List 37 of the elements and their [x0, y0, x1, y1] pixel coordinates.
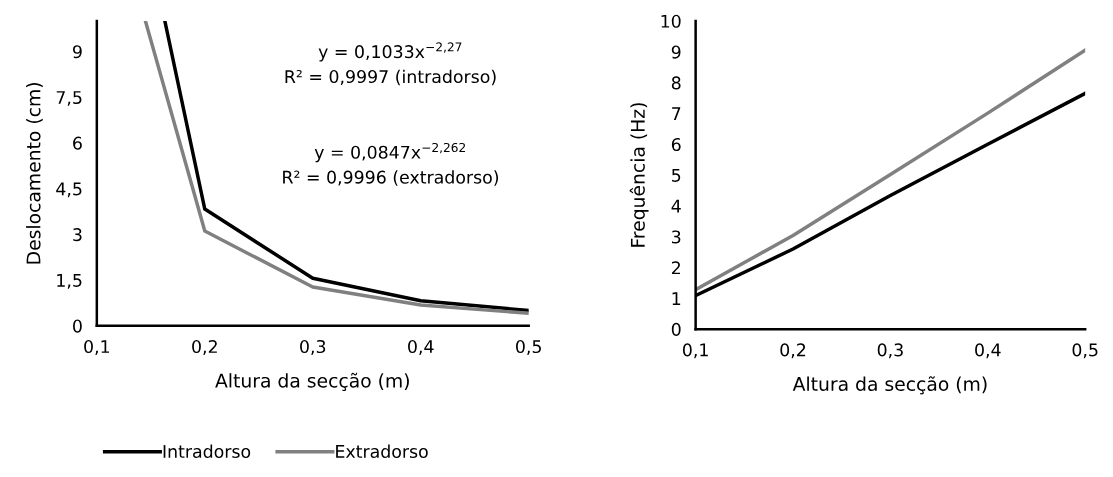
- x-tick-label: 0,1: [84, 339, 110, 355]
- y-tick-label: 1,5: [57, 274, 82, 289]
- x-tick-label: 0,3: [877, 343, 903, 359]
- x-tick-label: 0,5: [516, 339, 541, 355]
- x-axis-title: Altura da secção (m): [215, 372, 409, 392]
- y-tick-label: 7,5: [56, 91, 82, 106]
- y-tick-label: 3: [73, 228, 82, 242]
- legend-label: Extradorso: [336, 444, 428, 459]
- y-tick-label: 5: [672, 169, 681, 182]
- y-axis-title: Deslocamento (cm): [26, 83, 43, 264]
- x-tick-label: 0,1: [682, 343, 708, 359]
- y-tick-label: 9: [72, 45, 82, 59]
- y-tick-label: 2: [671, 261, 680, 275]
- text: y = 0,1033x$^{−2,27}$ R² = 0,9997 (intradorso): [285, 42, 496, 86]
- x-tick-label: 0,2: [780, 343, 806, 359]
- y-tick-label: 7: [672, 107, 681, 121]
- y-axis-title: Frequência (Hz): [629, 103, 649, 247]
- x-axis-title: Altura da secção (m): [792, 376, 987, 395]
- legend-label: Intradorso: [163, 444, 251, 459]
- y-tick-label: 6: [671, 137, 681, 152]
- y-tick-label: 0: [671, 322, 681, 336]
- x-tick-label: 0,2: [192, 339, 217, 355]
- y-tick-label: 6: [73, 136, 82, 150]
- y-tick-label: 4,5: [56, 182, 82, 198]
- line-series: [695, 48, 1086, 292]
- y-tick-label: 0: [73, 319, 82, 333]
- x-tick-label: 0,4: [408, 339, 434, 355]
- text: y = 0,0847x$^{−2,262}$ R² = 0,9996 (extradorso): [283, 142, 499, 186]
- y-tick-label: 8: [671, 76, 681, 90]
- y-tick-label: 10: [661, 14, 681, 28]
- x-tick-label: 0,3: [300, 339, 326, 355]
- y-tick-label: 3: [672, 230, 681, 244]
- y-tick-label: 1: [672, 292, 681, 305]
- x-tick-label: 0,4: [975, 343, 1001, 359]
- y-tick-label: 4: [671, 199, 681, 213]
- y-tick-label: 9: [671, 45, 681, 59]
- x-tick-label: 0,5: [1072, 343, 1098, 359]
